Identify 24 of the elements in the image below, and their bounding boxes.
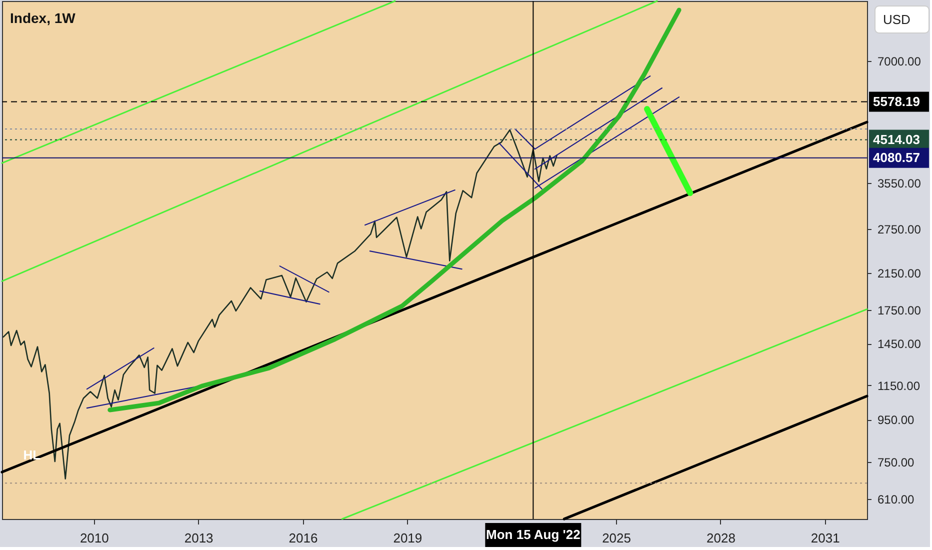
annotation: HL (23, 447, 41, 462)
y-tick-label: 2750.00 (878, 222, 922, 236)
x-tick-label: 2019 (393, 530, 422, 546)
text: Index, 1W (10, 10, 76, 26)
y-tick-label: 1750.00 (878, 303, 922, 318)
x-tick-label: 2031 (810, 530, 840, 546)
y-tick-label: 950.00 (878, 413, 915, 428)
ref-line-label: 4514.03 (873, 132, 920, 147)
ref-line-label: 5578.19 (873, 94, 920, 109)
text: USD (883, 12, 910, 27)
x-tick-label: 2016 (288, 530, 318, 546)
y-tick-label: 610.00 (878, 492, 915, 507)
ref-line-label: 4080.57 (873, 150, 920, 165)
x-tick-label: 2025 (602, 530, 631, 546)
y-tick-label: 3550.00 (878, 176, 922, 190)
y-tick-label: 7000.00 (878, 54, 922, 69)
ref-line-label: Mon 15 Aug '22 (486, 527, 580, 542)
x-tick-label: 2010 (80, 530, 109, 546)
y-tick-label: 2150.00 (878, 266, 922, 280)
x-tick-label: 2013 (184, 530, 214, 546)
y-tick-label: 750.00 (878, 456, 915, 470)
x-tick-label: 2028 (706, 530, 736, 546)
y-tick-label: 1450.00 (878, 337, 922, 352)
y-tick-label: 1150.00 (878, 378, 920, 393)
